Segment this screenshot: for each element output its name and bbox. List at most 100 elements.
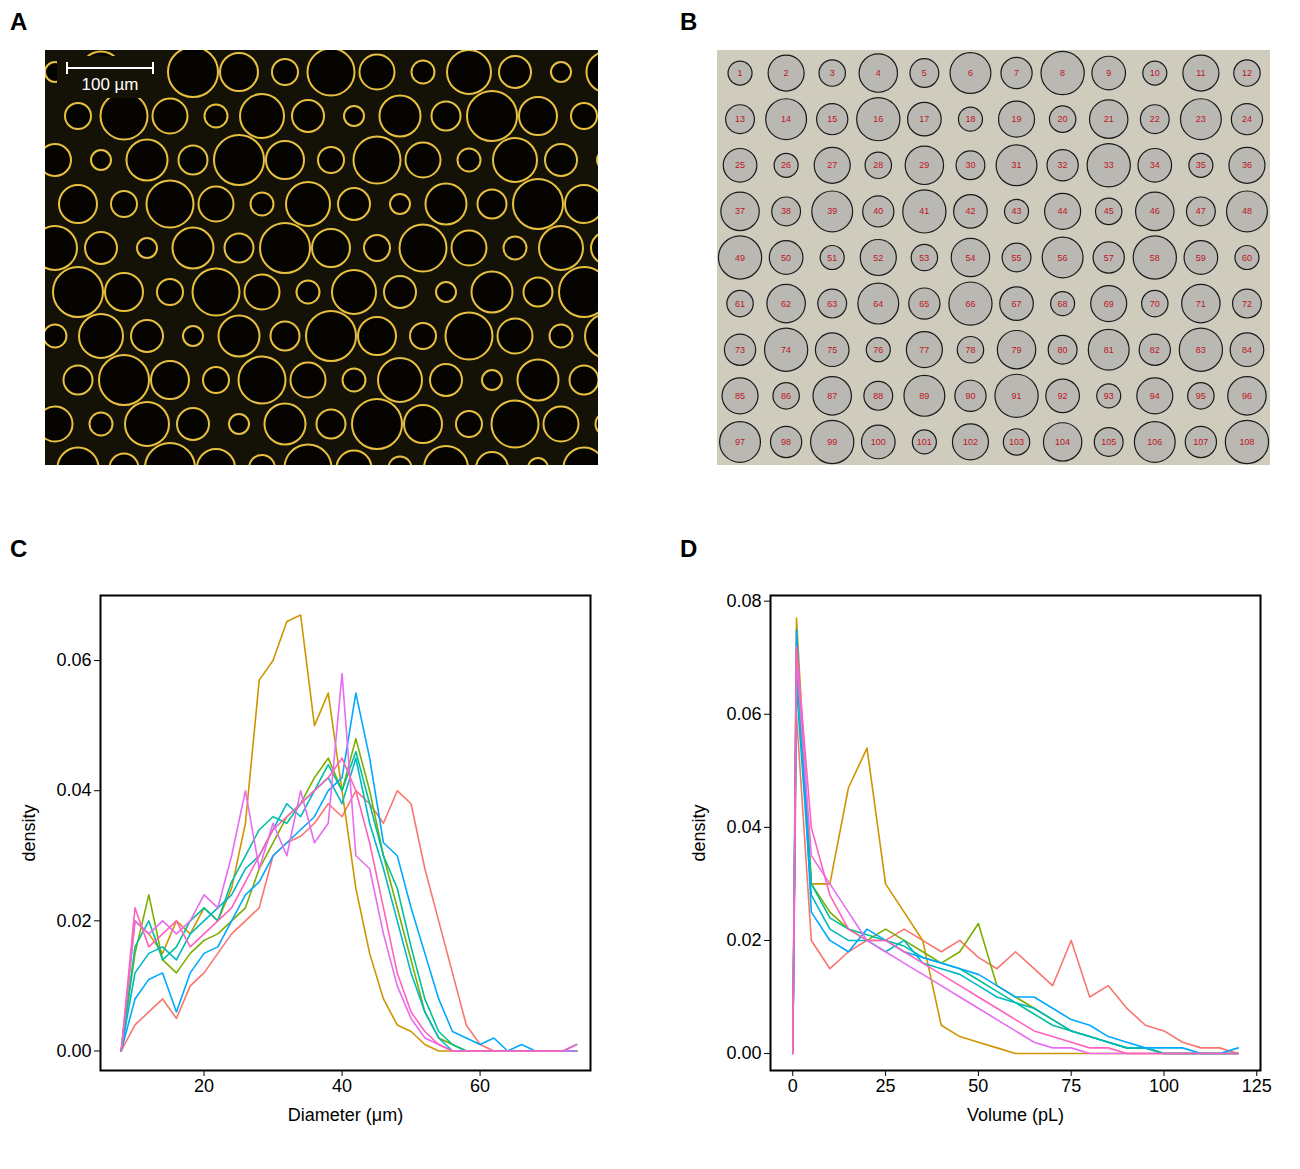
svg-text:0: 0 — [788, 1076, 798, 1096]
svg-text:108: 108 — [1239, 437, 1254, 447]
svg-text:99: 99 — [827, 437, 837, 447]
svg-text:29: 29 — [919, 160, 929, 170]
svg-text:84: 84 — [1242, 345, 1252, 355]
svg-text:41: 41 — [919, 206, 929, 216]
svg-text:97: 97 — [735, 437, 745, 447]
svg-text:47: 47 — [1196, 206, 1206, 216]
svg-text:86: 86 — [781, 391, 791, 401]
svg-text:14: 14 — [781, 114, 791, 124]
svg-text:94: 94 — [1150, 391, 1160, 401]
svg-text:78: 78 — [965, 345, 975, 355]
svg-text:24: 24 — [1242, 114, 1252, 124]
svg-text:100: 100 — [1149, 1076, 1179, 1096]
svg-text:9: 9 — [1106, 68, 1111, 78]
svg-text:101: 101 — [917, 437, 932, 447]
svg-text:83: 83 — [1196, 345, 1206, 355]
svg-text:42: 42 — [965, 206, 975, 216]
svg-text:65: 65 — [919, 299, 929, 309]
svg-text:62: 62 — [781, 299, 791, 309]
svg-text:25: 25 — [735, 160, 745, 170]
svg-text:Diameter (μm): Diameter (μm) — [288, 1105, 403, 1125]
svg-text:88: 88 — [873, 391, 883, 401]
svg-text:28: 28 — [873, 160, 883, 170]
svg-text:52: 52 — [873, 253, 883, 263]
svg-text:100: 100 — [871, 437, 886, 447]
svg-text:53: 53 — [919, 253, 929, 263]
svg-text:96: 96 — [1242, 391, 1252, 401]
svg-text:34: 34 — [1150, 160, 1160, 170]
svg-text:56: 56 — [1058, 253, 1068, 263]
svg-text:91: 91 — [1012, 391, 1022, 401]
svg-text:38: 38 — [781, 206, 791, 216]
svg-text:39: 39 — [827, 206, 837, 216]
svg-text:61: 61 — [735, 299, 745, 309]
svg-text:10: 10 — [1150, 68, 1160, 78]
svg-text:50: 50 — [781, 253, 791, 263]
svg-text:0.06: 0.06 — [726, 704, 761, 724]
svg-text:55: 55 — [1012, 253, 1022, 263]
svg-text:15: 15 — [827, 114, 837, 124]
svg-text:27: 27 — [827, 160, 837, 170]
svg-text:0.02: 0.02 — [56, 911, 91, 931]
svg-text:46: 46 — [1150, 206, 1160, 216]
svg-text:49: 49 — [735, 253, 745, 263]
svg-text:87: 87 — [827, 391, 837, 401]
svg-text:18: 18 — [965, 114, 975, 124]
svg-text:44: 44 — [1058, 206, 1068, 216]
svg-text:density: density — [19, 804, 39, 861]
svg-text:20: 20 — [194, 1076, 214, 1096]
svg-text:66: 66 — [965, 299, 975, 309]
svg-text:36: 36 — [1242, 160, 1252, 170]
svg-text:33: 33 — [1104, 160, 1114, 170]
svg-text:104: 104 — [1055, 437, 1070, 447]
svg-text:51: 51 — [827, 253, 837, 263]
svg-text:0.04: 0.04 — [726, 817, 761, 837]
svg-text:7: 7 — [1014, 68, 1019, 78]
svg-text:17: 17 — [919, 114, 929, 124]
svg-text:72: 72 — [1242, 299, 1252, 309]
svg-text:0.00: 0.00 — [56, 1041, 91, 1061]
svg-text:48: 48 — [1242, 206, 1252, 216]
svg-text:85: 85 — [735, 391, 745, 401]
svg-text:82: 82 — [1150, 345, 1160, 355]
svg-text:density: density — [689, 804, 709, 861]
svg-text:2: 2 — [784, 68, 789, 78]
svg-text:22: 22 — [1150, 114, 1160, 124]
svg-text:40: 40 — [873, 206, 883, 216]
svg-text:40: 40 — [332, 1076, 352, 1096]
svg-text:54: 54 — [965, 253, 975, 263]
svg-text:93: 93 — [1104, 391, 1114, 401]
svg-text:106: 106 — [1147, 437, 1162, 447]
svg-text:79: 79 — [1012, 345, 1022, 355]
svg-text:80: 80 — [1058, 345, 1068, 355]
svg-text:4: 4 — [876, 68, 881, 78]
svg-text:77: 77 — [919, 345, 929, 355]
svg-text:100 µm: 100 µm — [81, 75, 138, 94]
svg-text:Volume (pL): Volume (pL) — [967, 1105, 1064, 1125]
svg-text:92: 92 — [1058, 391, 1068, 401]
svg-text:26: 26 — [781, 160, 791, 170]
svg-text:103: 103 — [1009, 437, 1024, 447]
svg-text:0.04: 0.04 — [56, 780, 91, 800]
svg-text:71: 71 — [1196, 299, 1206, 309]
svg-text:1: 1 — [738, 68, 743, 78]
svg-text:70: 70 — [1150, 299, 1160, 309]
svg-text:95: 95 — [1196, 391, 1206, 401]
svg-text:32: 32 — [1058, 160, 1068, 170]
svg-text:11: 11 — [1196, 68, 1205, 78]
svg-text:73: 73 — [735, 345, 745, 355]
svg-text:20: 20 — [1058, 114, 1068, 124]
svg-text:57: 57 — [1104, 253, 1114, 263]
svg-text:37: 37 — [735, 206, 745, 216]
svg-text:0.08: 0.08 — [726, 591, 761, 611]
svg-text:5: 5 — [922, 68, 927, 78]
svg-text:81: 81 — [1104, 345, 1114, 355]
svg-text:13: 13 — [735, 114, 745, 124]
svg-text:58: 58 — [1150, 253, 1160, 263]
svg-text:23: 23 — [1196, 114, 1206, 124]
svg-text:43: 43 — [1012, 206, 1022, 216]
svg-text:45: 45 — [1104, 206, 1114, 216]
svg-text:8: 8 — [1060, 68, 1065, 78]
svg-text:69: 69 — [1104, 299, 1114, 309]
svg-text:90: 90 — [965, 391, 975, 401]
